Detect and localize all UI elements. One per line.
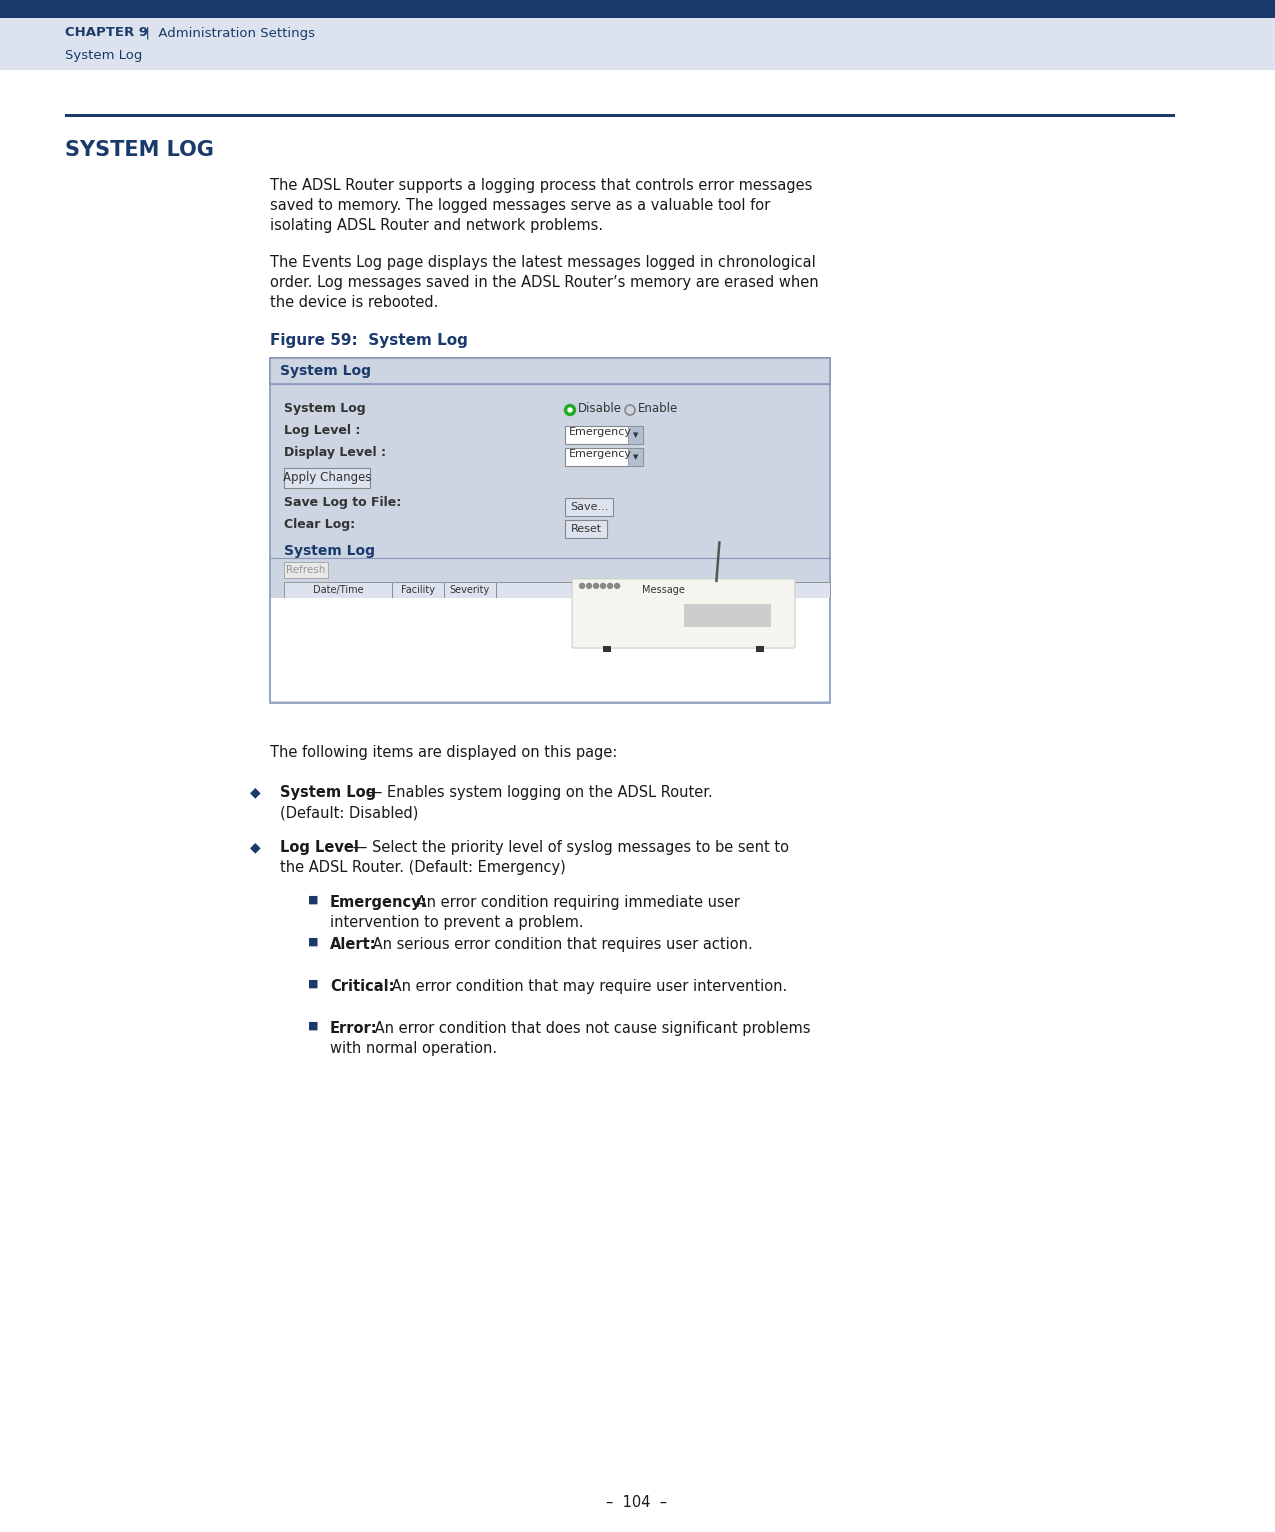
Text: Apply Changes: Apply Changes: [283, 472, 371, 484]
Text: intervention to prevent a problem.: intervention to prevent a problem.: [330, 915, 584, 930]
Text: isolating ADSL Router and network problems.: isolating ADSL Router and network proble…: [270, 218, 603, 233]
Circle shape: [601, 584, 606, 588]
Text: Save...: Save...: [570, 502, 608, 512]
Text: Severity: Severity: [450, 585, 490, 594]
Text: System Log: System Log: [284, 544, 375, 558]
Text: The following items are displayed on this page:: The following items are displayed on thi…: [270, 745, 617, 760]
Circle shape: [565, 404, 575, 415]
Text: with normal operation.: with normal operation.: [330, 1042, 497, 1056]
Text: ▼: ▼: [634, 432, 639, 438]
Text: Emergency: Emergency: [569, 449, 632, 460]
Text: |  Administration Settings: | Administration Settings: [136, 26, 315, 40]
Text: the ADSL Router. (Default: Emergency): the ADSL Router. (Default: Emergency): [280, 859, 566, 875]
Circle shape: [567, 408, 572, 412]
Bar: [629, 447, 643, 466]
Text: — Select the priority level of syslog messages to be sent to: — Select the priority level of syslog me…: [348, 840, 789, 855]
FancyBboxPatch shape: [572, 579, 796, 648]
Text: Disable: Disable: [578, 401, 622, 415]
Bar: [496, 582, 830, 597]
Bar: [391, 582, 444, 597]
Text: Save Log to File:: Save Log to File:: [284, 496, 402, 509]
Circle shape: [608, 584, 612, 588]
Bar: [683, 604, 771, 627]
Text: System Log: System Log: [65, 49, 143, 63]
Bar: [565, 519, 607, 538]
Text: Message: Message: [641, 585, 685, 594]
Bar: [756, 647, 764, 653]
Text: Figure 59:  System Log: Figure 59: System Log: [270, 332, 468, 348]
Bar: [565, 426, 643, 444]
Bar: [0, 0, 1275, 18]
Text: (Default: Disabled): (Default: Disabled): [280, 804, 418, 820]
Bar: [270, 358, 830, 703]
Text: An serious error condition that requires user action.: An serious error condition that requires…: [368, 938, 752, 951]
Bar: [629, 426, 643, 444]
Text: The ADSL Router supports a logging process that controls error messages: The ADSL Router supports a logging proce…: [270, 178, 812, 193]
Bar: [565, 498, 613, 516]
Text: Emergency:: Emergency:: [330, 895, 427, 910]
Text: ■: ■: [309, 938, 319, 947]
Text: An error condition that does not cause significant problems: An error condition that does not cause s…: [370, 1020, 811, 1036]
Text: — Enables system logging on the ADSL Router.: — Enables system logging on the ADSL Rou…: [363, 784, 713, 800]
Text: System Log: System Log: [284, 401, 366, 415]
Circle shape: [586, 584, 592, 588]
Text: Facility: Facility: [402, 585, 435, 594]
Text: An error condition that may require user intervention.: An error condition that may require user…: [388, 979, 787, 994]
Text: ◆: ◆: [250, 784, 260, 800]
Bar: [565, 447, 643, 466]
Bar: [270, 358, 830, 385]
Bar: [444, 582, 496, 597]
Text: ■: ■: [309, 1020, 319, 1031]
Text: ■: ■: [309, 979, 319, 990]
Bar: [272, 597, 829, 702]
Bar: [284, 582, 391, 597]
Circle shape: [594, 584, 598, 588]
Text: An error condition requiring immediate user: An error condition requiring immediate u…: [412, 895, 740, 910]
Text: ■: ■: [309, 895, 319, 905]
Circle shape: [580, 584, 584, 588]
Text: Alert:: Alert:: [330, 938, 376, 951]
Text: CHAPTER 9: CHAPTER 9: [65, 26, 148, 40]
Bar: [284, 467, 370, 489]
Text: Log Level: Log Level: [280, 840, 358, 855]
Text: Emergency: Emergency: [569, 427, 632, 437]
Text: Log Level :: Log Level :: [284, 424, 361, 437]
Text: System Log: System Log: [280, 365, 371, 378]
Text: The Events Log page displays the latest messages logged in chronological: The Events Log page displays the latest …: [270, 254, 816, 270]
Bar: [603, 647, 611, 653]
Text: the device is rebooted.: the device is rebooted.: [270, 296, 439, 309]
Text: System Log: System Log: [280, 784, 376, 800]
Text: Reset: Reset: [570, 524, 602, 535]
Circle shape: [615, 584, 620, 588]
Bar: [0, 18, 1275, 70]
Text: SYSTEM LOG: SYSTEM LOG: [65, 139, 214, 159]
Text: Error:: Error:: [330, 1020, 377, 1036]
Text: Date/Time: Date/Time: [312, 585, 363, 594]
Text: Display Level :: Display Level :: [284, 446, 386, 460]
Text: Critical:: Critical:: [330, 979, 394, 994]
Text: order. Log messages saved in the ADSL Router’s memory are erased when: order. Log messages saved in the ADSL Ro…: [270, 276, 819, 290]
Text: Enable: Enable: [638, 401, 678, 415]
Text: ◆: ◆: [250, 840, 260, 853]
Text: ▼: ▼: [634, 453, 639, 460]
Text: saved to memory. The logged messages serve as a valuable tool for: saved to memory. The logged messages ser…: [270, 198, 770, 213]
Bar: [284, 562, 328, 578]
Text: –  104  –: – 104 –: [607, 1495, 668, 1511]
Bar: [65, 113, 1176, 116]
Text: Clear Log:: Clear Log:: [284, 518, 356, 532]
Text: Refresh: Refresh: [287, 565, 325, 574]
